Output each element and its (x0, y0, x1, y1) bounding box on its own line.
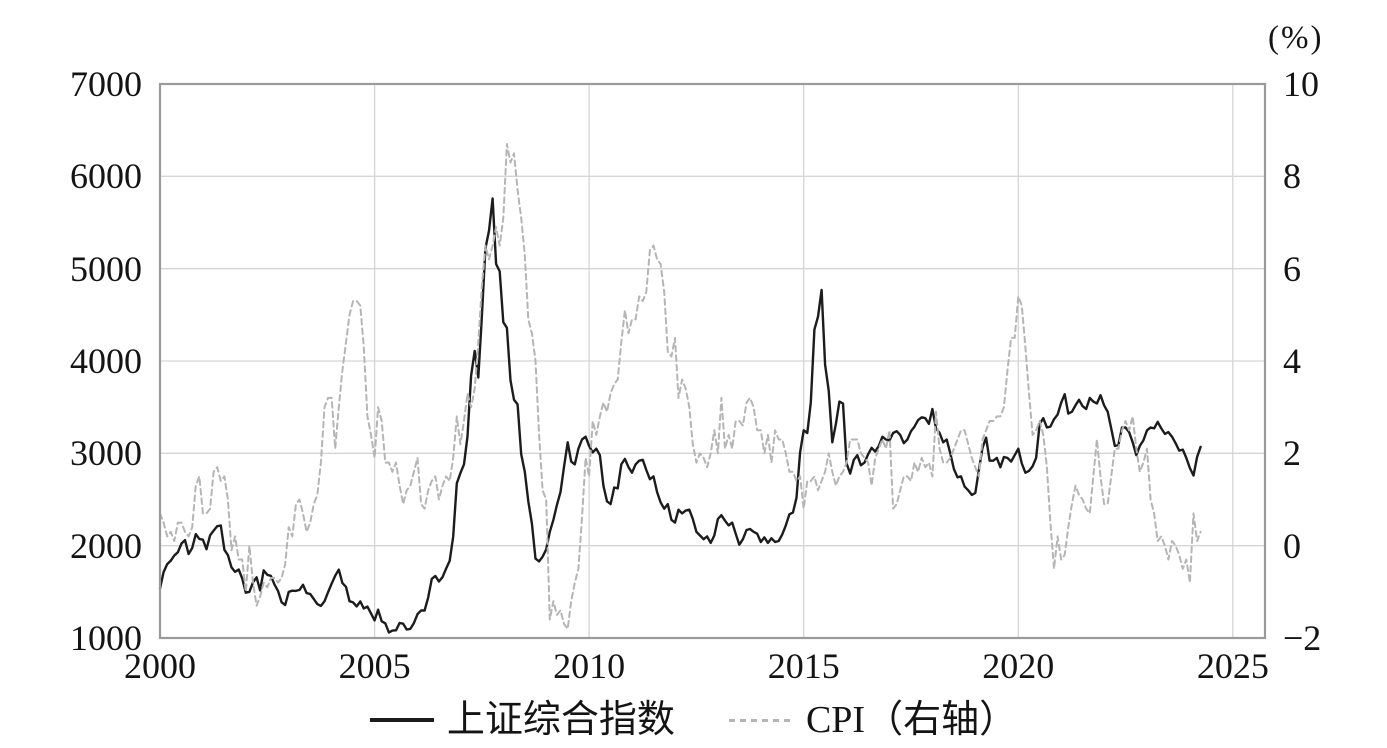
y-axis-right-tick-label: 6 (1283, 248, 1301, 289)
sse-line-swatch (369, 718, 434, 722)
y-axis-right-tick-label: 2 (1283, 433, 1301, 474)
x-axis-tick-label: 2025 (1196, 646, 1269, 686)
y-axis-left-tick-label: 2000 (70, 525, 142, 566)
y-axis-left-tick-label: 4000 (70, 341, 142, 381)
y-axis-left-tick-label: 7000 (70, 64, 142, 104)
cpi-legend-label: CPI（右轴） (805, 699, 1018, 741)
plot-border (158, 82, 1267, 640)
y-axis-left-tick-label: 6000 (70, 156, 142, 197)
cpi-line (159, 143, 1202, 630)
cpi-line-swatch (728, 718, 793, 722)
y-axis-right-tick-label: 0 (1283, 525, 1301, 566)
x-axis-tick-label: 2010 (553, 646, 626, 686)
x-axis-tick-label: 2000 (124, 646, 196, 686)
right-axis-unit-label: (%) (1268, 20, 1324, 56)
y-axis-right-tick-label: 10 (1283, 64, 1319, 104)
y-axis-left-tick-label: 3000 (70, 433, 142, 474)
legend: 上证综合指数 CPI（右轴） (0, 694, 1387, 746)
legend-item-sse: 上证综合指数 (369, 697, 675, 743)
sse-line (158, 197, 1202, 634)
legend-item-cpi: CPI（右轴） (728, 697, 1018, 743)
sse-legend-label: 上证综合指数 (446, 699, 675, 741)
x-axis-tick-label: 2015 (767, 646, 840, 686)
y-axis-left-tick-label: 5000 (70, 248, 142, 289)
y-axis-right-tick-label: −2 (1283, 618, 1322, 658)
x-axis-tick-label: 2005 (338, 646, 411, 686)
y-axis-right-tick-label: 8 (1283, 156, 1301, 197)
y-axis-right-tick-label: 4 (1283, 341, 1301, 381)
y-axis-left-tick-label: 1000 (70, 618, 142, 658)
x-axis-tick-label: 2020 (982, 646, 1055, 686)
